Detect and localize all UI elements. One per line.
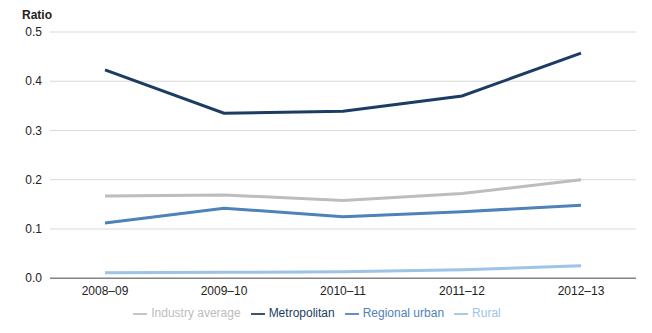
- svg-text:0.1: 0.1: [25, 222, 42, 236]
- svg-text:0.0: 0.0: [25, 271, 42, 285]
- svg-text:0.2: 0.2: [25, 173, 42, 187]
- svg-text:2010–11: 2010–11: [320, 284, 366, 298]
- html-text:Metropolitan: Metropolitan: [268, 306, 335, 321]
- svg-text:2011–12: 2011–12: [439, 284, 485, 298]
- svg-text:2009–10: 2009–10: [201, 284, 248, 298]
- svg-text:2012–13: 2012–13: [558, 284, 605, 298]
- svg-text:2008–09: 2008–09: [82, 284, 129, 298]
- html-text:Rural: Rural: [472, 306, 501, 321]
- svg-text:0.4: 0.4: [25, 74, 42, 88]
- svg-text:0.3: 0.3: [25, 124, 42, 138]
- html-text:Ratio: Ratio: [22, 8, 52, 22]
- svg-text:0.5: 0.5: [25, 25, 42, 39]
- html-text:Regional urban: Regional urban: [362, 306, 445, 321]
- html-text:Industry average: Industry average: [151, 306, 241, 321]
